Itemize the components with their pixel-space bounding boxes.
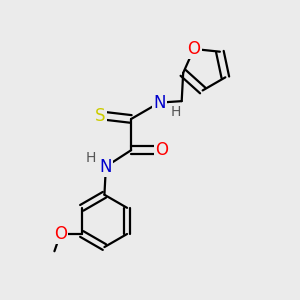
Text: O: O — [54, 225, 67, 243]
Text: H: H — [86, 151, 96, 165]
Text: O: O — [155, 141, 168, 159]
Text: H: H — [171, 104, 181, 118]
Text: N: N — [100, 158, 112, 175]
Text: S: S — [95, 107, 106, 125]
Text: O: O — [187, 40, 200, 58]
Text: N: N — [153, 94, 166, 112]
